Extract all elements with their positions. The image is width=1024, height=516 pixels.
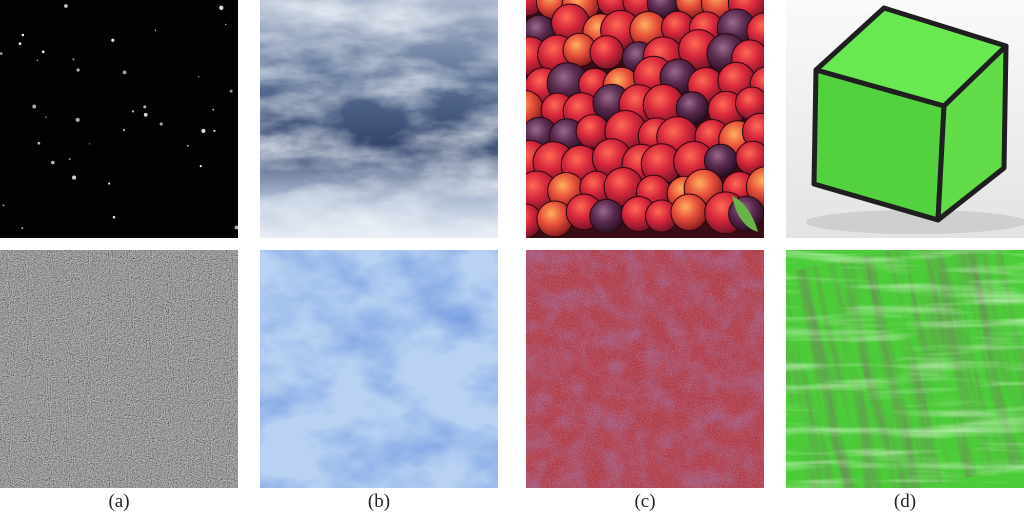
starfield-image — [0, 0, 238, 238]
caption-d: (d) — [893, 491, 917, 512]
caption-b: (b) — [367, 491, 391, 512]
plums-image — [526, 0, 764, 238]
blue-cloud-texture-image — [260, 250, 498, 488]
caption-a: (a) — [108, 491, 130, 512]
cloudy-sky-image — [260, 0, 498, 238]
gray-noise-texture-image — [0, 250, 238, 488]
green-streak-texture-image — [786, 250, 1024, 488]
green-cube-image — [786, 0, 1024, 238]
red-plum-texture-image — [526, 250, 764, 488]
caption-c: (c) — [634, 491, 656, 512]
